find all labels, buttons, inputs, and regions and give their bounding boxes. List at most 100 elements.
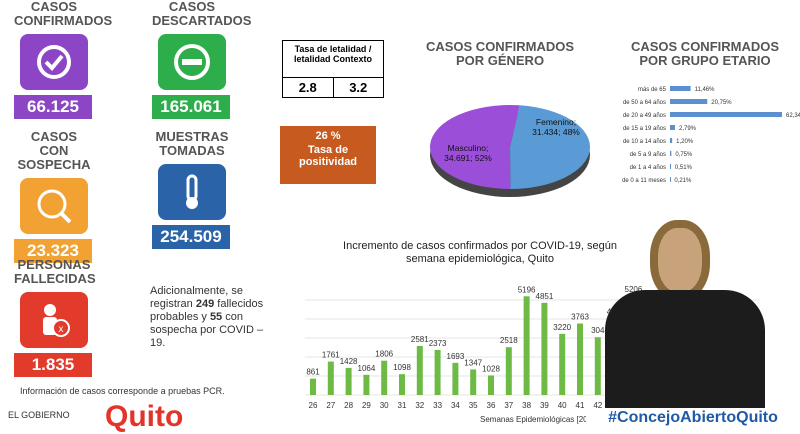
pie-label-femenino: Femenino; 31.434; 48%: [532, 117, 580, 137]
week-value-label: 1098: [393, 363, 411, 372]
age-value-label: 11,46%: [695, 87, 716, 93]
card-label: CASOS CONFIRMADOS: [14, 0, 113, 28]
week-tick-label: 27: [326, 401, 335, 410]
extra-note: Adicionalmente, se registran 249 falleci…: [150, 285, 264, 349]
positividad-value: 26 %: [315, 130, 341, 142]
age-chart-title: CASOS CONFIRMADOS POR GRUPO ETARIO: [630, 39, 780, 68]
age-value-label: 1,20%: [676, 139, 694, 145]
quito-logo: Quito: [105, 400, 184, 433]
week-bar: [310, 378, 316, 395]
week-value-label: 1693: [447, 352, 465, 361]
week-tick-label: 34: [451, 401, 460, 410]
age-category-label: de 50 a 64 años: [623, 100, 666, 106]
week-value-label: 3763: [571, 313, 589, 322]
week-bar: [541, 302, 548, 395]
week-tick-label: 41: [576, 401, 585, 410]
letalidad-header: Tasa de letalidad / letalidad Contexto: [283, 41, 383, 78]
week-tick-label: 33: [433, 401, 442, 410]
week-value-label: 1347: [464, 358, 482, 367]
week-value-label: 1064: [358, 364, 376, 373]
week-bar: [434, 349, 441, 395]
week-bar: [345, 367, 352, 395]
card-con-sospecha: CASOS CON SOSPECHA 23.323: [14, 130, 94, 263]
age-category-label: de 1 a 4 años: [630, 165, 666, 171]
card-tomadas: MUESTRAS TOMADAS 254.509: [152, 130, 232, 249]
week-bar: [399, 374, 405, 395]
week-value-label: 1428: [340, 357, 358, 366]
week-tick-label: 37: [504, 401, 513, 410]
age-bar: [670, 138, 673, 143]
age-bar: [670, 112, 782, 117]
week-tick-label: 38: [522, 401, 531, 410]
card-icon-tile: [158, 34, 226, 90]
week-tick-label: 30: [380, 401, 389, 410]
age-bar: [670, 177, 671, 182]
week-tick-label: 42: [593, 401, 602, 410]
card-value: 1.835: [14, 353, 92, 377]
week-bar: [470, 369, 477, 395]
week-value-label: 1028: [482, 364, 500, 373]
people-search-icon: [37, 189, 72, 224]
week-tick-label: 40: [558, 401, 567, 410]
card-confirmados: CASOS CONFIRMADOS 66.125: [14, 0, 113, 119]
week-bar: [327, 361, 334, 395]
age-bar: [670, 125, 676, 130]
interpreter-body: [605, 290, 765, 410]
week-value-label: 861: [306, 368, 320, 377]
week-bar: [594, 337, 601, 395]
week-bar: [488, 375, 494, 395]
card-label: CASOS CON SOSPECHA: [17, 129, 91, 172]
week-value-label: 5196: [518, 285, 536, 294]
pie-label-masculino: Masculino; 34.691; 52%: [444, 143, 492, 163]
week-value-label: 2581: [411, 335, 429, 344]
week-tick-label: 31: [398, 401, 407, 410]
age-category-label: de 20 a 49 años: [623, 113, 666, 119]
week-value-label: 3220: [553, 323, 571, 332]
week-value-label: 304: [591, 326, 605, 335]
card-icon-tile: x: [20, 292, 88, 348]
gobierno-logo: EL GOBIERNO: [8, 410, 70, 420]
week-bar: [559, 333, 566, 395]
hashtag-banner: #ConcejoAbiertoQuito: [586, 408, 800, 428]
letalidad-contexto-value: 3.2: [349, 80, 368, 95]
age-value-label: 20,75%: [711, 100, 732, 106]
card-label: CASOS DESCARTADOS: [152, 0, 252, 28]
letalidad-table: Tasa de letalidad / letalidad Contexto 2…: [282, 40, 384, 98]
card-descartados: CASOS DESCARTADOS 165.061: [152, 0, 252, 119]
pie-title: CASOS CONFIRMADOS POR GÉNERO: [425, 39, 575, 68]
week-tick-label: 39: [540, 401, 549, 410]
age-value-label: 0,75%: [675, 152, 693, 158]
card-icon-tile: [20, 34, 88, 90]
card-value: 23.323: [14, 239, 92, 263]
card-value: 165.061: [152, 95, 230, 119]
week-bar: [363, 374, 370, 395]
age-category-label: de 5 a 9 años: [630, 152, 666, 158]
week-bar: [577, 323, 583, 395]
week-bar: [505, 347, 512, 395]
week-value-label: 1806: [375, 350, 393, 359]
week-tick-label: 35: [469, 401, 478, 410]
week-bar: [416, 345, 423, 395]
week-bar: [452, 362, 459, 395]
week-tick-label: 28: [344, 401, 353, 410]
card-label: PERSONAS FALLECIDAS: [14, 257, 96, 286]
age-category-label: de 0 a 11 meses: [622, 178, 666, 184]
week-value-label: 1761: [322, 351, 340, 360]
x-axis-title: Semanas Epidemiológicas [20: [480, 415, 588, 424]
gender-pie-chart: Femenino; 31.434; 48% Masculino; 34.691;…: [415, 75, 605, 205]
svg-text:x: x: [59, 324, 64, 335]
age-value-label: 0,21%: [674, 178, 692, 184]
footnote: Información de casos corresponde a prueb…: [20, 386, 225, 396]
week-tick-label: 32: [415, 401, 424, 410]
positividad-box: 26 % Tasa de positividad: [280, 126, 376, 184]
card-icon-tile: [158, 164, 226, 220]
age-bar: [670, 86, 691, 91]
card-icon-tile: [20, 178, 88, 234]
week-value-label: 4851: [536, 292, 554, 301]
week-tick-label: 26: [309, 401, 318, 410]
age-category-label: más de 65: [638, 87, 667, 93]
age-category-label: de 15 a 19 años: [623, 126, 666, 132]
interpreter-head: [650, 220, 710, 300]
card-label: MUESTRAS TOMADAS: [155, 129, 229, 158]
week-bar: [523, 296, 530, 395]
